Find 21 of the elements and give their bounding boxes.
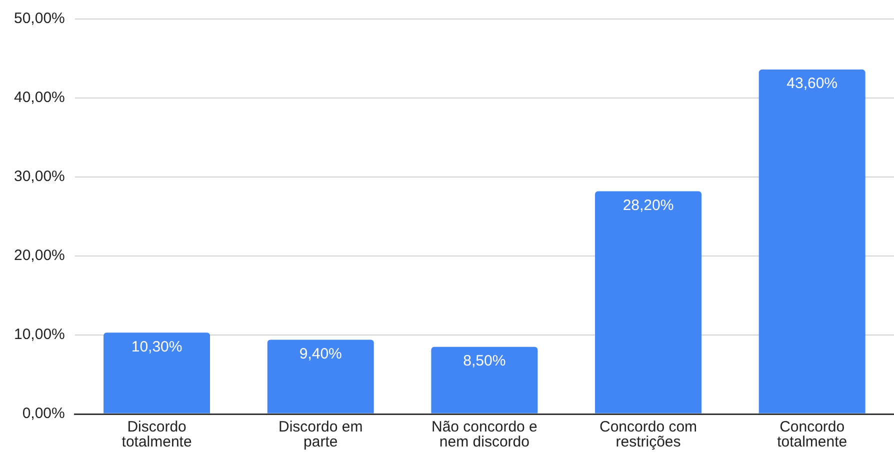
x-tick-label: Concordo com restrições [599, 418, 698, 451]
bar [431, 346, 538, 414]
bar [595, 191, 702, 414]
x-tick-label: Concordo totalmente [777, 418, 848, 451]
data-label: 28,20% [622, 196, 674, 214]
y-tick-label: 20,00% [14, 247, 65, 264]
y-tick-label: 0,00% [22, 405, 65, 422]
y-tick-label: 10,00% [14, 326, 65, 344]
bar [267, 340, 374, 414]
data-label: 9,40% [299, 345, 342, 362]
data-label: 10,30% [131, 338, 182, 356]
data-label: 8,50% [463, 352, 506, 370]
x-tick-label: Discordo totalmente [122, 418, 192, 451]
x-tick-label: Discordo em parte [278, 418, 363, 451]
y-tick-label: 30,00% [14, 168, 65, 186]
y-tick-label: 40,00% [14, 89, 65, 106]
bar [758, 70, 866, 414]
data-label: 43,60% [786, 75, 838, 92]
bar [104, 332, 210, 414]
y-tick-label: 50,00% [14, 10, 65, 28]
x-tick-label: Não concordo e nem discordo [431, 418, 538, 451]
